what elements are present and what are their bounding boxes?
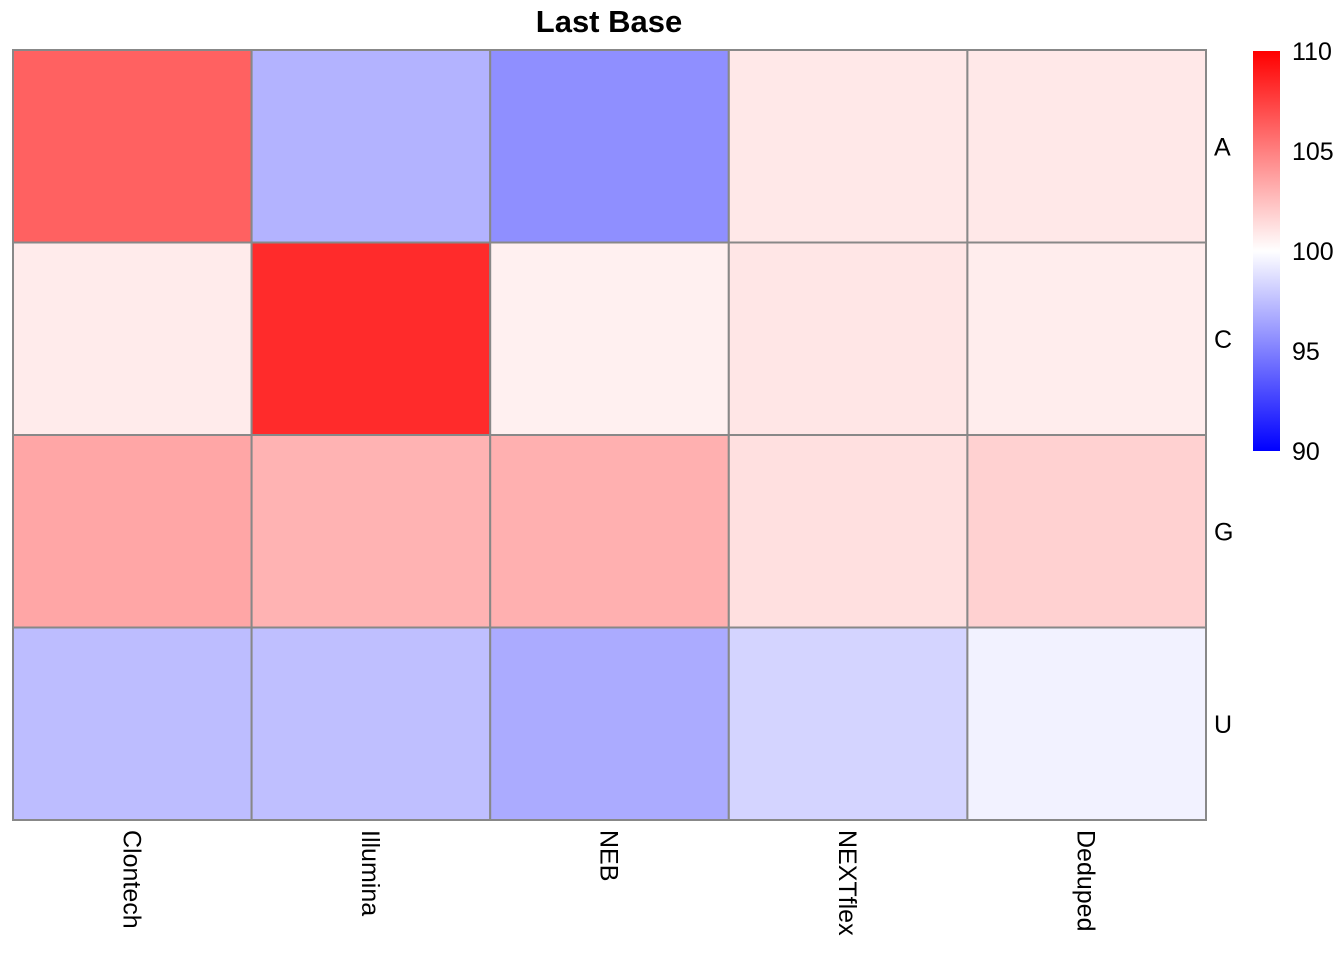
row-label-u: U [1214, 711, 1232, 739]
heatmap-cell-c-nextflex [727, 241, 969, 436]
heatmap-cell-u-deduped [966, 626, 1208, 821]
column-label-deduped: Deduped [1072, 830, 1100, 931]
row-label-c: C [1214, 326, 1232, 354]
heatmap-cell-u-neb [489, 626, 730, 821]
heatmap-cell-g-clontech [12, 434, 253, 629]
legend-tick-95: 95 [1292, 338, 1320, 366]
row-label-a: A [1214, 133, 1231, 161]
legend-tick-100: 100 [1292, 238, 1334, 266]
legend-tick-90: 90 [1292, 438, 1320, 466]
heatmap-cell-u-clontech [12, 626, 253, 821]
heatmap-cell-c-deduped [966, 241, 1208, 436]
heatmap-cell-c-illumina [250, 241, 492, 436]
color-legend: 110 105 100 95 90 [1253, 38, 1334, 466]
row-label-g: G [1214, 518, 1233, 546]
column-label-neb: NEB [595, 830, 623, 881]
heatmap-cell-g-neb [489, 434, 730, 629]
column-labels: Clontech Illumina NEB NEXTflex Deduped [117, 830, 1099, 936]
heatmap-cell-c-neb [489, 241, 730, 436]
heatmap-cell-u-illumina [250, 626, 492, 821]
heatmap-cell-c-clontech [12, 241, 253, 436]
column-label-illumina: Illumina [356, 830, 384, 916]
heatmap-cell-a-illumina [250, 49, 492, 244]
legend-tick-110: 110 [1292, 38, 1332, 66]
legend-tick-105: 105 [1292, 138, 1334, 166]
heatmap-cell-u-nextflex [727, 626, 969, 821]
heatmap-cell-a-nextflex [727, 49, 969, 244]
column-label-clontech: Clontech [117, 830, 145, 929]
heatmap-cell-a-neb [489, 49, 730, 244]
heatmap-cell-g-illumina [250, 434, 492, 629]
column-label-nextflex: NEXTflex [833, 830, 861, 936]
chart-title: Last Base [536, 4, 682, 39]
heatmap-cell-a-deduped [966, 49, 1208, 244]
heatmap-cell-g-deduped [966, 434, 1208, 629]
legend-color-bar [1253, 51, 1280, 451]
heatmap-cell-a-clontech [12, 49, 253, 244]
heatmap-cell-g-nextflex [727, 434, 969, 629]
heatmap-cells [12, 49, 1208, 821]
row-labels: A C G U [1214, 133, 1233, 739]
